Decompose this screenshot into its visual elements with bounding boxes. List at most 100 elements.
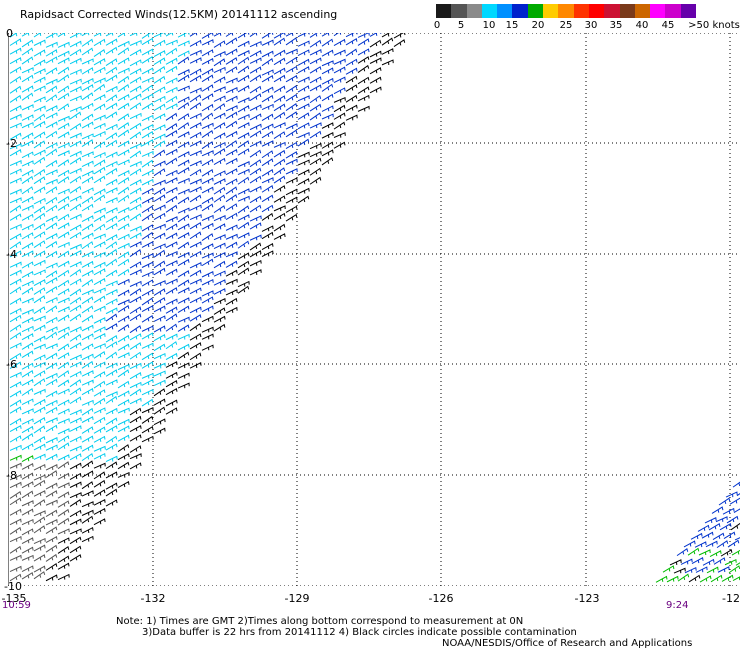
wind-barb xyxy=(165,260,178,267)
wind-barb xyxy=(141,352,154,361)
wind-barb xyxy=(165,39,178,46)
wind-barb xyxy=(105,269,118,278)
wind-barb xyxy=(261,130,274,139)
wind-barb xyxy=(9,565,22,572)
wind-barb xyxy=(9,535,22,543)
wind-barb xyxy=(105,435,118,444)
wind-barb xyxy=(45,33,58,39)
wind-barb xyxy=(9,47,22,55)
wind-barb xyxy=(81,343,94,351)
wind-barb xyxy=(189,140,202,147)
legend-swatch xyxy=(497,4,513,18)
legend-swatch xyxy=(558,4,574,18)
wind-barb xyxy=(189,262,202,269)
wind-barb xyxy=(141,435,154,443)
wind-barb xyxy=(93,287,106,294)
legend-label-45: 45 xyxy=(661,20,675,31)
wind-barb xyxy=(57,326,70,333)
legend-label-25: 25 xyxy=(559,20,573,31)
wind-barb xyxy=(21,565,34,572)
wind-barb xyxy=(189,168,202,177)
wind-barb xyxy=(261,123,274,131)
wind-barb xyxy=(57,74,70,83)
wind-barb xyxy=(237,65,250,74)
wind-barb xyxy=(189,362,202,369)
wind-barb xyxy=(45,222,58,231)
wind-barb xyxy=(129,225,142,232)
wind-barb xyxy=(21,175,34,184)
wind-barb xyxy=(249,195,262,204)
wind-barb xyxy=(393,33,406,39)
wind-barb xyxy=(225,157,238,165)
wind-barb xyxy=(45,437,58,444)
wind-barb xyxy=(321,141,334,149)
wind-barb xyxy=(9,233,22,241)
wind-barb xyxy=(33,269,46,276)
wind-barb xyxy=(21,350,34,358)
wind-barb xyxy=(249,215,262,222)
wind-barb xyxy=(177,351,190,360)
wind-barb xyxy=(69,278,82,286)
wind-barb xyxy=(69,68,82,75)
wind-barb xyxy=(45,204,58,213)
wind-barb xyxy=(731,549,740,556)
wind-barb xyxy=(141,279,154,287)
wind-barb xyxy=(21,508,34,516)
wind-barb xyxy=(333,38,346,46)
wind-barb xyxy=(81,260,94,268)
wind-barb xyxy=(105,139,118,148)
wind-barb xyxy=(129,325,142,334)
wind-barb xyxy=(297,58,310,66)
wind-barb xyxy=(273,131,286,139)
wind-barb xyxy=(201,93,214,101)
wind-barb xyxy=(225,95,238,103)
wind-barb xyxy=(105,207,118,214)
wind-barb xyxy=(21,140,34,147)
wind-barb xyxy=(249,74,262,83)
wind-barb xyxy=(57,92,70,101)
wind-barb xyxy=(93,407,106,414)
wind-barb xyxy=(45,130,58,139)
wind-barb xyxy=(201,222,214,230)
wind-barb xyxy=(81,470,94,478)
wind-barb xyxy=(33,131,46,139)
wind-barb xyxy=(201,177,214,185)
wind-barb xyxy=(93,389,106,397)
wind-barb xyxy=(9,177,22,184)
wind-barb xyxy=(153,50,166,58)
wind-barb xyxy=(45,270,58,278)
wind-barb xyxy=(93,58,106,66)
wind-barb xyxy=(117,434,130,442)
wind-barb xyxy=(189,178,202,185)
wind-barb xyxy=(69,150,82,157)
wind-barb xyxy=(9,331,22,340)
wind-barb xyxy=(21,379,34,387)
wind-barb xyxy=(189,214,202,221)
wind-barb xyxy=(285,102,298,111)
wind-barb xyxy=(285,196,298,204)
wind-barb xyxy=(81,241,94,250)
wind-barb xyxy=(93,83,106,92)
wind-barb xyxy=(69,243,82,250)
wind-barb xyxy=(9,286,22,295)
wind-barb xyxy=(33,490,46,497)
wind-barb xyxy=(45,482,58,490)
wind-barb xyxy=(297,138,310,147)
wind-barb xyxy=(105,248,118,257)
wind-barb xyxy=(105,341,118,349)
wind-barb xyxy=(309,66,322,74)
wind-barb xyxy=(177,122,190,131)
wind-barb xyxy=(710,574,723,583)
wind-barb xyxy=(225,130,238,138)
wind-barb xyxy=(177,241,190,250)
wind-barb xyxy=(189,49,202,56)
wind-barb xyxy=(33,105,46,112)
wind-barb xyxy=(45,196,58,205)
wind-barb xyxy=(57,482,70,489)
wind-barb xyxy=(690,532,703,540)
wind-barb xyxy=(189,269,202,277)
wind-barb xyxy=(153,305,166,313)
wind-barb xyxy=(129,261,142,269)
wind-barb xyxy=(129,33,142,37)
wind-barb xyxy=(333,121,346,130)
